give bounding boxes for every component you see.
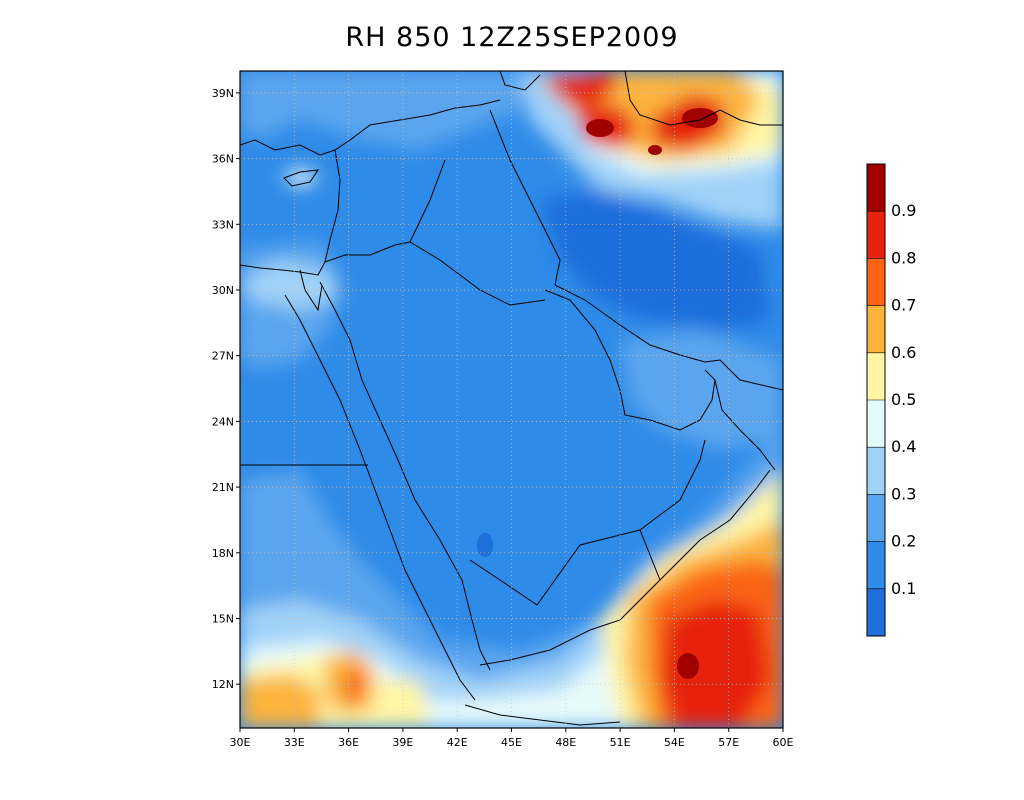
colorbar-segment <box>867 305 885 353</box>
colorbar-label: 0.1 <box>891 579 916 598</box>
black-sea <box>499 71 541 91</box>
colorbar-segment <box>867 164 885 212</box>
colorbar-segment <box>867 588 885 636</box>
caspian-sea <box>624 71 783 126</box>
rh-band-0.8-0.9 <box>662 600 770 728</box>
latitude-axis: 12N 15N 18N 21N 24N 27N 30N 33N 36N 39N <box>212 87 240 691</box>
oman-border <box>639 439 706 531</box>
colorbar-label: 0.9 <box>891 201 916 220</box>
colorbar-segment <box>867 352 885 400</box>
lat-tick-label: 27N <box>212 350 234 363</box>
saudi-yemen-border <box>469 529 661 606</box>
lon-tick-label: 60E <box>773 736 794 749</box>
mediterranean-coastline <box>240 99 501 156</box>
rh-band-0.9-1.0 <box>677 653 699 679</box>
lon-tick-label: 39E <box>392 736 413 749</box>
oman-coast <box>714 379 776 471</box>
colorbar-segment <box>867 447 885 495</box>
rh-band-0.3-0.4 <box>240 260 340 310</box>
map-grid <box>240 71 783 728</box>
rh-band-0.0-0.1 <box>540 190 770 330</box>
lon-tick-label: 45E <box>501 736 522 749</box>
lon-tick-label: 42E <box>447 736 468 749</box>
colorbar-label: 0.5 <box>891 390 916 409</box>
colorbar-label: 0.8 <box>891 248 916 267</box>
saudi-jordan-border <box>324 241 411 263</box>
lon-tick-label: 51E <box>610 736 631 749</box>
lat-tick-label: 36N <box>212 153 234 166</box>
map-title: RH 850 12Z25SEP2009 <box>345 22 679 53</box>
colorbar-label: 0.6 <box>891 343 916 362</box>
colorbar-segment <box>867 541 885 589</box>
somalia-coast <box>464 704 621 726</box>
coastlines <box>240 71 783 726</box>
rh-band-0.9-1.0 <box>586 119 614 137</box>
lon-tick-label: 54E <box>664 736 685 749</box>
rh-band-0.9-1.0 <box>682 108 718 128</box>
lon-tick-label: 57E <box>718 736 739 749</box>
rh-band-0.9-1.0 <box>648 145 662 155</box>
lon-tick-label: 36E <box>338 736 359 749</box>
lat-tick-label: 39N <box>212 87 234 100</box>
rh-band-0.2-0.3 <box>620 330 783 450</box>
colorbar-label: 0.7 <box>891 296 916 315</box>
red-sea-east-coast <box>319 281 491 671</box>
rh-band-0.8-0.9 <box>545 71 620 110</box>
lon-tick-label: 30E <box>230 736 251 749</box>
colorbar-segment <box>867 494 885 542</box>
rh-band-0.2-0.3 <box>240 71 530 150</box>
longitude-axis: 30E 33E 36E 39E 42E 45E 48E 51E 54E 57E 60E <box>230 728 794 749</box>
lat-tick-label: 33N <box>212 218 234 231</box>
colorbar-label: 0.2 <box>891 532 916 551</box>
syria-iraq-border <box>409 159 446 243</box>
colorbar-segment <box>867 400 885 448</box>
red-sea-west-coast <box>284 294 476 701</box>
lat-tick-label: 30N <box>212 284 234 297</box>
lat-tick-label: 15N <box>212 613 234 626</box>
rh-band-0.6-0.7 <box>240 675 320 728</box>
colorbar-segment <box>867 211 885 259</box>
colorbar-label: 0.4 <box>891 437 916 456</box>
persian-gulf-east-coast <box>554 284 783 391</box>
yemen-south-coast <box>479 469 771 666</box>
lat-tick-label: 24N <box>212 415 234 428</box>
sinai-peninsula <box>299 269 323 312</box>
rh-band-0.4-0.5 <box>280 168 320 188</box>
iran-iraq-border <box>489 109 561 286</box>
lat-tick-label: 12N <box>212 678 234 691</box>
lat-tick-label: 18N <box>212 547 234 560</box>
cyprus-island <box>283 169 320 187</box>
persian-gulf-west-coast <box>544 289 716 431</box>
lon-tick-label: 33E <box>284 736 305 749</box>
colorbar: 0.1 0.2 0.3 0.4 0.5 0.6 0.7 0.8 0.9 <box>866 163 916 637</box>
lon-tick-label: 48E <box>555 736 576 749</box>
colorbar-label: 0.3 <box>891 484 916 503</box>
lat-tick-label: 21N <box>212 481 234 494</box>
colorbar-segment <box>867 258 885 306</box>
levant-coastline <box>240 149 341 276</box>
rh-band-0.0-0.1 <box>477 533 493 557</box>
rh-band-0.7-0.8 <box>344 668 368 705</box>
